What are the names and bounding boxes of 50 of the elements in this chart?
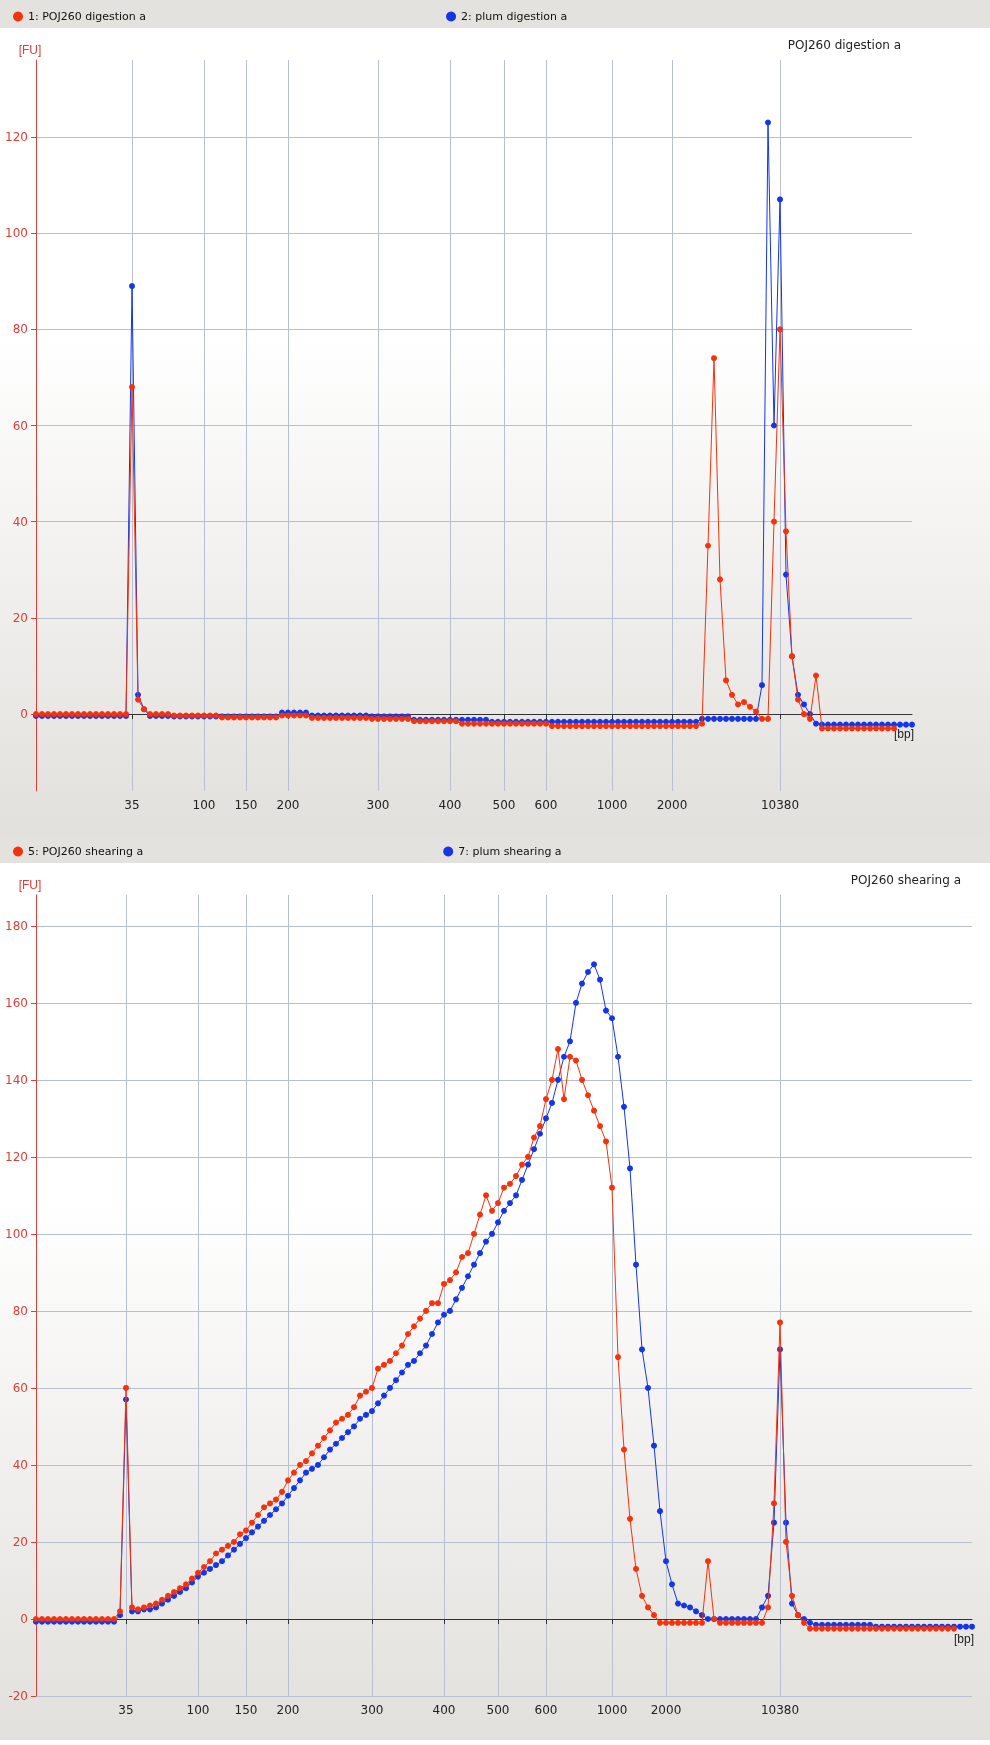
- x-tick-label: 2000: [656, 798, 688, 812]
- x-tick-label: 200: [276, 1703, 300, 1717]
- x-tick-label: 1000: [596, 1703, 628, 1717]
- x-tick-label: 10380: [760, 1703, 800, 1717]
- x-tick-label: 400: [438, 798, 462, 812]
- y-axis-title: [FU]: [18, 878, 42, 892]
- x-tick-label: 300: [366, 798, 390, 812]
- y-tick-label: 160: [5, 995, 28, 1010]
- x-tick-label: 150: [234, 798, 258, 812]
- y-tick-label: 60: [12, 1380, 28, 1395]
- x-tick-label: 100: [192, 798, 216, 812]
- x-axis-title: [bp]: [953, 1631, 974, 1646]
- chart-title: POJ260 shearing a: [850, 873, 962, 887]
- y-tick-label: 20: [12, 1534, 28, 1549]
- y-tick-label: 100: [5, 226, 28, 241]
- x-tick-label: 200: [276, 798, 300, 812]
- y-tick-label: 40: [12, 1457, 28, 1472]
- y-tick-label: 140: [5, 1072, 28, 1087]
- legend-label: 7: plum shearing a: [458, 845, 562, 858]
- x-tick-label: 500: [492, 798, 516, 812]
- y-tick-label: 80: [12, 322, 28, 337]
- x-tick-label: 10380: [760, 798, 800, 812]
- y-tick-label: 100: [5, 1226, 28, 1241]
- y-tick-label: 180: [5, 918, 28, 933]
- y-tick-label: 60: [12, 418, 28, 433]
- x-tick-label: 150: [234, 1703, 258, 1717]
- x-tick-label: 300: [360, 1703, 384, 1717]
- y-axis-title: [FU]: [18, 43, 42, 57]
- x-tick-label: 400: [432, 1703, 456, 1717]
- x-tick-label: 100: [186, 1703, 210, 1717]
- y-tick-label: 40: [12, 514, 28, 529]
- x-tick-label: 2000: [650, 1703, 682, 1717]
- legend-label: 2: plum digestion a: [461, 10, 568, 23]
- y-tick-label: 20: [12, 610, 28, 625]
- x-tick-label: 600: [534, 1703, 558, 1717]
- y-tick-label: -20: [8, 1689, 28, 1703]
- x-tick-label: 600: [534, 798, 558, 812]
- chart-title: POJ260 digestion a: [787, 38, 901, 52]
- x-tick-label: 35: [124, 798, 140, 812]
- y-tick-label: 120: [5, 1149, 28, 1164]
- y-tick-label: 120: [5, 129, 28, 144]
- x-tick-label: 35: [118, 1703, 134, 1717]
- legend-label: 5: POJ260 shearing a: [28, 845, 144, 858]
- legend-label: 1: POJ260 digestion a: [28, 10, 147, 23]
- y-tick-label: 0: [20, 1611, 28, 1626]
- x-tick-label: 1000: [596, 798, 628, 812]
- y-tick-label: 80: [12, 1303, 28, 1318]
- x-tick-label: 500: [486, 1703, 510, 1717]
- x-axis-title: [bp]: [893, 727, 914, 742]
- y-tick-label: 0: [20, 707, 28, 722]
